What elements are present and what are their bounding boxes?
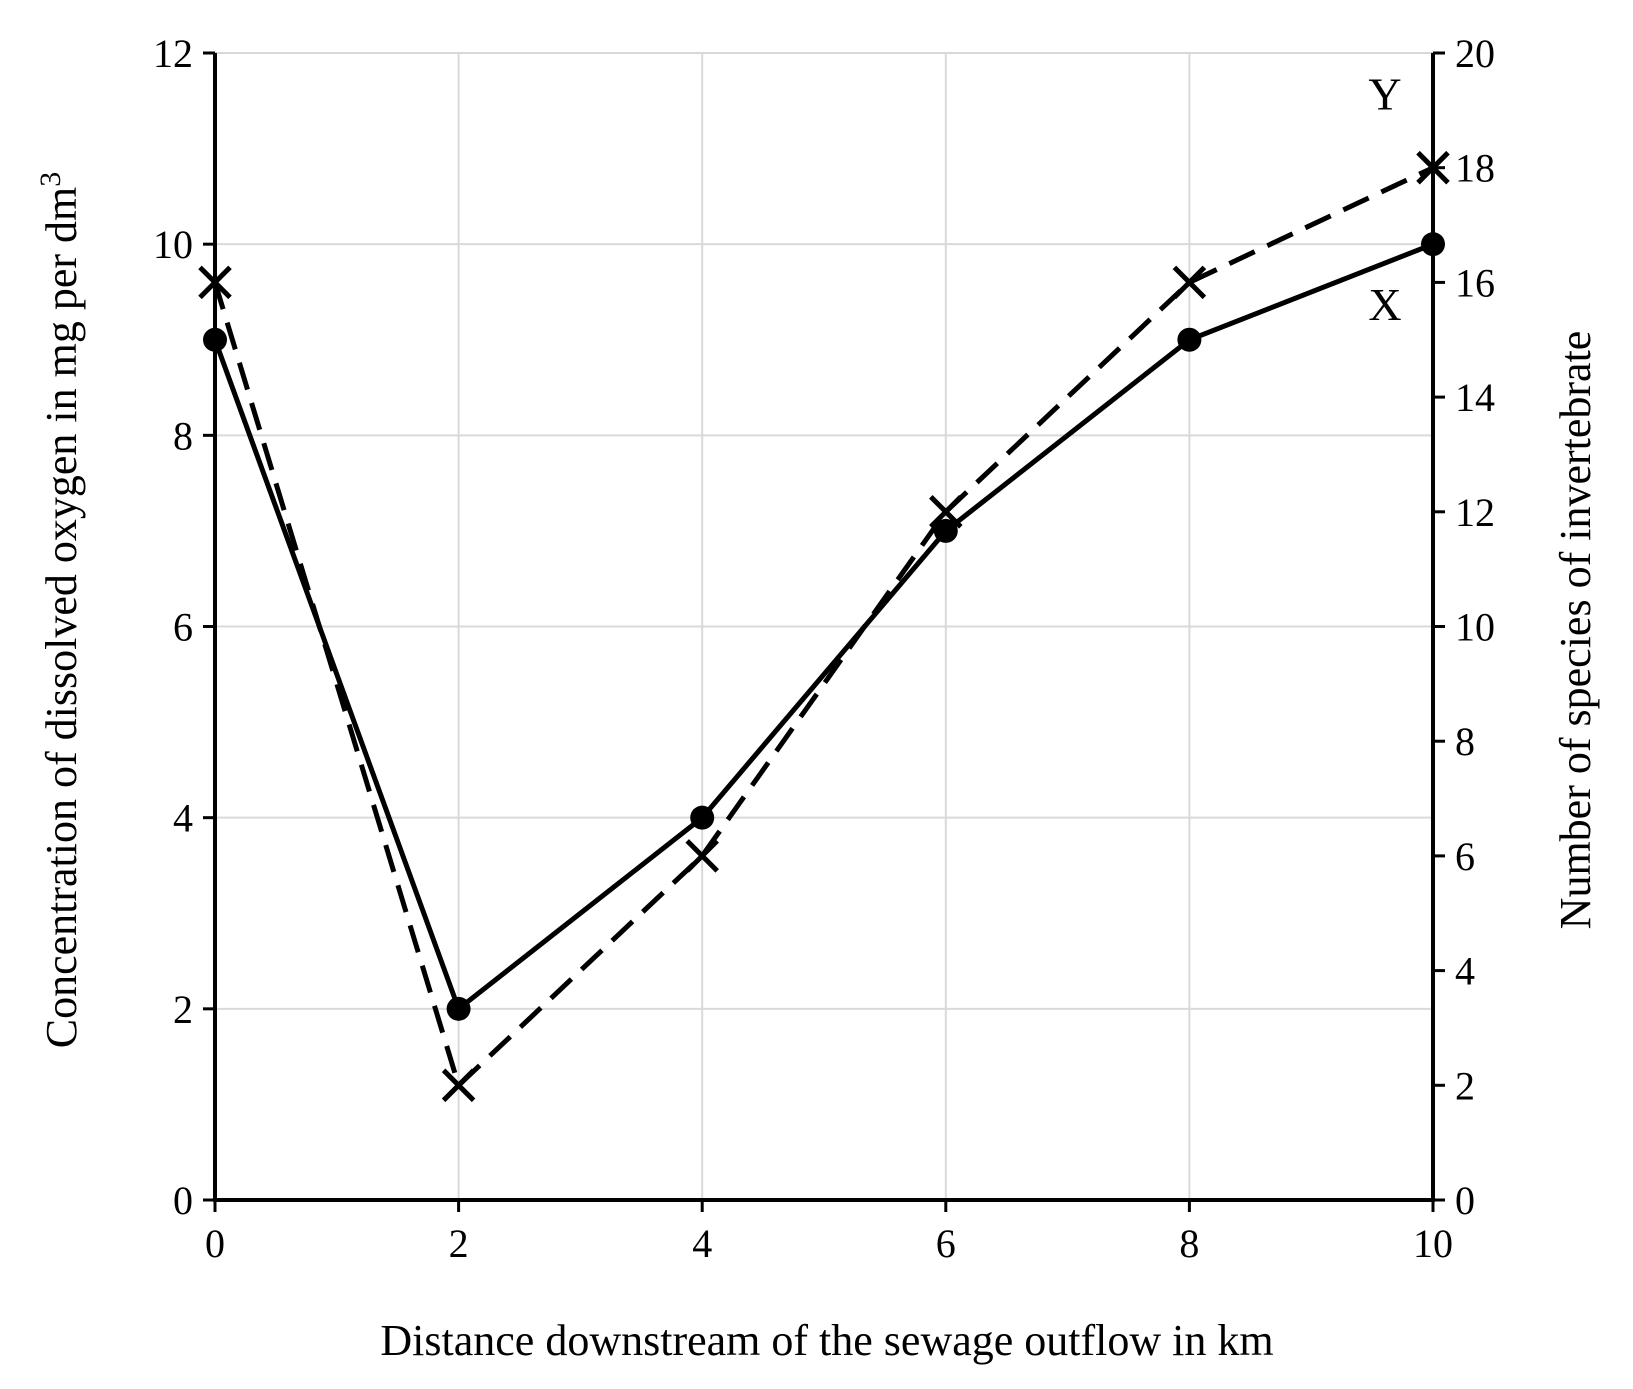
right-y-tick-label: 14 (1455, 375, 1495, 420)
x-axis-title: Distance downstream of the sewage outflo… (380, 1316, 1273, 1365)
right-y-tick-label: 6 (1455, 834, 1475, 879)
left-y-tick-label: 8 (173, 413, 193, 458)
axes (203, 51, 1445, 1212)
series-y-point (929, 495, 963, 529)
x-tick-label: 6 (936, 1221, 956, 1266)
right-y-tick-label: 20 (1455, 31, 1495, 76)
series-x-point (933, 518, 958, 543)
right-y-tick-label: 4 (1455, 949, 1475, 994)
series-y-point (685, 839, 719, 873)
left-y-axis-title-text: Concentration of dissolved oxygen in mg … (37, 187, 86, 1049)
left-y-axis-title-superscript: 3 (34, 172, 67, 187)
series-y-label: Y (1368, 69, 1401, 120)
x-tick-label: 0 (205, 1221, 225, 1266)
series-y-point (1172, 265, 1207, 300)
left-y-tick-label: 4 (173, 796, 193, 841)
series-x-label: X (1368, 279, 1401, 330)
series-x-point (1177, 327, 1202, 352)
left-y-tick-label: 12 (153, 31, 193, 76)
left-y-tick-label: 10 (153, 222, 193, 267)
right-y-tick-label: 0 (1455, 1178, 1475, 1223)
series-x-line (212, 241, 1434, 1013)
series-layer: XY (198, 69, 1450, 1103)
left-y-axis-title: Concentration of dissolved oxygen in mg … (34, 172, 86, 1049)
x-tick-label: 4 (692, 1221, 712, 1266)
series-x-point (446, 996, 471, 1021)
right-y-tick-label: 8 (1455, 719, 1475, 764)
right-y-axis-title: Number of species of invertebrate (1551, 331, 1600, 930)
x-tick-label: 10 (1413, 1221, 1453, 1266)
right-y-tick-label: 2 (1455, 1063, 1475, 1108)
right-y-tick-label: 10 (1455, 605, 1495, 650)
series-y-point (441, 1068, 476, 1103)
left-y-tick-label: 2 (173, 987, 193, 1032)
series-y-line (212, 165, 1435, 1090)
grid-lines (214, 52, 1434, 1201)
left-y-tick-label: 0 (173, 1178, 193, 1223)
right-y-tick-label: 12 (1455, 490, 1495, 535)
x-tick-label: 2 (449, 1221, 469, 1266)
right-y-tick-label: 18 (1455, 146, 1495, 191)
x-tick-label: 8 (1179, 1221, 1199, 1266)
right-y-tick-label: 16 (1455, 260, 1495, 305)
series-x-point (690, 805, 715, 830)
left-y-tick-label: 6 (173, 605, 193, 650)
